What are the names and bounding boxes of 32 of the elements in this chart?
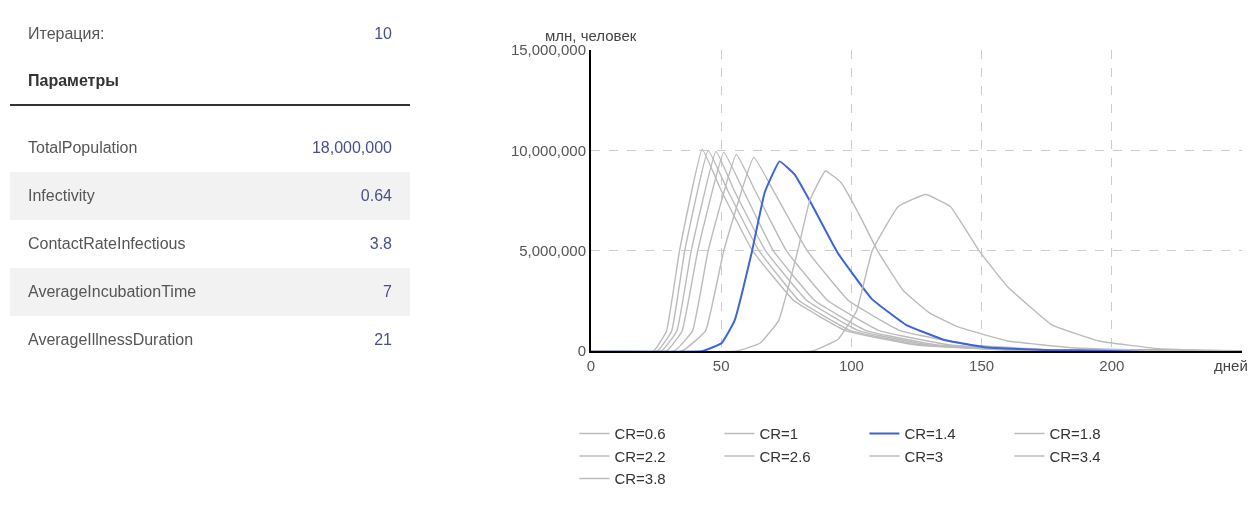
text: AverageIllnessDuration [28, 331, 194, 349]
x-tick-label: 200 [1099, 357, 1125, 374]
legend-label: CR=3.4 [1049, 447, 1101, 465]
text: 18,000,000 [311, 139, 392, 157]
text: 21 [374, 331, 392, 349]
text: Параметры [10, 58, 410, 106]
text: 3.8 [369, 235, 392, 253]
y-tick-label: 10,000,000 [510, 141, 586, 159]
legend-label: CR=2.2 [614, 447, 666, 465]
text: 0.64 [360, 187, 392, 205]
legend-label: CR=1 [759, 425, 799, 443]
text: 10 [374, 25, 392, 43]
text: AverageIncubationTime [28, 283, 197, 301]
text: TotalPopulation [28, 139, 138, 157]
x-tick-label: 100 [838, 357, 864, 374]
legend-label: CR=1.4 [904, 425, 956, 443]
x-axis-title: дней [1214, 357, 1248, 374]
text: Infectivity [28, 187, 95, 205]
legend-label: CR=0.6 [614, 425, 666, 443]
y-tick-label: 15,000,000 [510, 41, 586, 59]
legend-label: CR=1.8 [1049, 425, 1101, 443]
y-axis-title: млн, человек [545, 27, 637, 44]
legend-label: CR=3 [904, 447, 944, 465]
x-tick-label: 50 [712, 357, 730, 374]
y-tick-label: 5,000,000 [519, 241, 586, 259]
legend-label: CR=2.6 [759, 447, 811, 465]
text: ContactRateInfectious [28, 235, 186, 253]
y-tick-label: 0 [577, 342, 586, 360]
text: Итерация: [28, 25, 105, 43]
x-tick-label: 150 [969, 357, 995, 374]
text: 7 [383, 283, 392, 301]
legend-label: CR=3.8 [614, 470, 666, 488]
